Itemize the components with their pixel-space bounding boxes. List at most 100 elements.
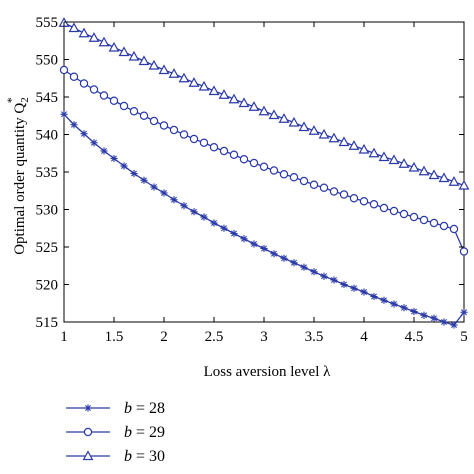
data-point xyxy=(398,158,410,168)
data-point xyxy=(419,215,429,225)
data-point xyxy=(389,206,399,216)
data-point xyxy=(220,224,228,232)
data-point xyxy=(328,132,340,143)
x-tick-label: 1 xyxy=(60,329,68,345)
legend-item: b = 30 xyxy=(66,448,165,465)
data-point xyxy=(248,101,260,111)
data-point xyxy=(179,130,189,139)
data-point xyxy=(320,272,328,280)
y-tick-label: 535 xyxy=(36,165,59,181)
data-point xyxy=(68,22,80,33)
data-point xyxy=(269,166,279,175)
data-point xyxy=(128,50,140,61)
plot-area xyxy=(63,21,465,323)
data-point xyxy=(100,147,108,155)
y-tick-label: 520 xyxy=(36,278,59,294)
data-point xyxy=(379,203,389,213)
data-point xyxy=(350,284,358,292)
data-point xyxy=(300,263,308,271)
data-point xyxy=(299,176,309,186)
data-point xyxy=(138,55,150,66)
x-tick-label: 5 xyxy=(460,329,468,345)
data-point xyxy=(200,213,208,221)
data-point xyxy=(370,292,378,301)
data-point xyxy=(250,240,258,248)
legend-label: b = 30 xyxy=(124,448,165,465)
data-point xyxy=(158,64,170,75)
data-point xyxy=(258,105,270,116)
data-point xyxy=(159,121,169,130)
data-point xyxy=(409,212,419,222)
data-point xyxy=(329,187,339,196)
data-point xyxy=(439,221,449,231)
data-point xyxy=(440,318,448,326)
data-point xyxy=(110,154,118,163)
y-tick-label: 555 xyxy=(36,15,59,31)
data-point xyxy=(230,229,238,238)
y-axis-title: Optimal order quantity Q2* xyxy=(4,97,31,255)
data-point xyxy=(318,128,330,139)
data-point xyxy=(149,116,159,126)
data-point xyxy=(420,311,428,319)
data-point xyxy=(310,268,318,276)
series-star xyxy=(60,110,468,329)
data-point xyxy=(339,190,349,199)
legend-item: b = 28 xyxy=(66,400,165,417)
data-point xyxy=(298,121,310,132)
data-point xyxy=(348,140,360,150)
data-point xyxy=(428,169,440,180)
data-point xyxy=(189,134,199,144)
x-axis-title: Loss aversion level λ xyxy=(204,364,332,380)
series-layer xyxy=(58,17,470,329)
data-point xyxy=(150,183,158,191)
data-point xyxy=(268,109,280,120)
legend-label: b = 28 xyxy=(124,400,165,417)
data-point xyxy=(260,244,268,253)
x-tick-label: 2 xyxy=(160,329,168,345)
data-point xyxy=(60,110,68,118)
data-point xyxy=(120,162,128,170)
data-point xyxy=(418,165,430,176)
data-point xyxy=(79,79,89,88)
x-tick-label: 2.5 xyxy=(205,329,224,345)
y-tick-label: 550 xyxy=(36,53,59,69)
data-point xyxy=(388,154,400,165)
data-point xyxy=(239,155,249,164)
data-point xyxy=(209,143,219,152)
legend: b = 28 b = 29 b = 30 xyxy=(66,400,165,465)
data-point xyxy=(90,139,98,147)
data-point xyxy=(229,150,239,159)
data-point xyxy=(449,224,459,234)
series-triangle xyxy=(58,17,470,190)
data-point xyxy=(130,169,138,178)
data-point xyxy=(349,194,359,203)
data-point xyxy=(238,97,250,108)
data-point xyxy=(118,46,130,57)
plot-frame xyxy=(63,21,465,323)
data-point xyxy=(210,219,218,227)
data-point xyxy=(88,32,100,42)
ticks-layer: 1 1.5 2 2.5 3 3.5 4 4.5 5 515 520 525 530 535 540 545 55… xyxy=(36,15,468,345)
data-point xyxy=(429,218,439,228)
data-point xyxy=(430,314,438,322)
data-point xyxy=(190,208,198,216)
data-point xyxy=(288,116,300,127)
data-point xyxy=(308,125,320,135)
legend-marker xyxy=(82,450,94,461)
data-point xyxy=(368,147,380,158)
data-point xyxy=(270,250,278,258)
data-point xyxy=(160,189,168,197)
data-point xyxy=(400,304,408,312)
data-point xyxy=(358,143,370,154)
data-point xyxy=(408,161,420,172)
data-point xyxy=(338,136,350,147)
data-point xyxy=(129,107,139,116)
data-point xyxy=(378,151,390,162)
x-tick-label: 3 xyxy=(260,329,268,345)
data-point xyxy=(78,27,90,38)
data-point xyxy=(199,138,209,147)
data-point xyxy=(168,68,180,78)
data-point xyxy=(69,72,79,81)
data-point xyxy=(259,162,269,171)
